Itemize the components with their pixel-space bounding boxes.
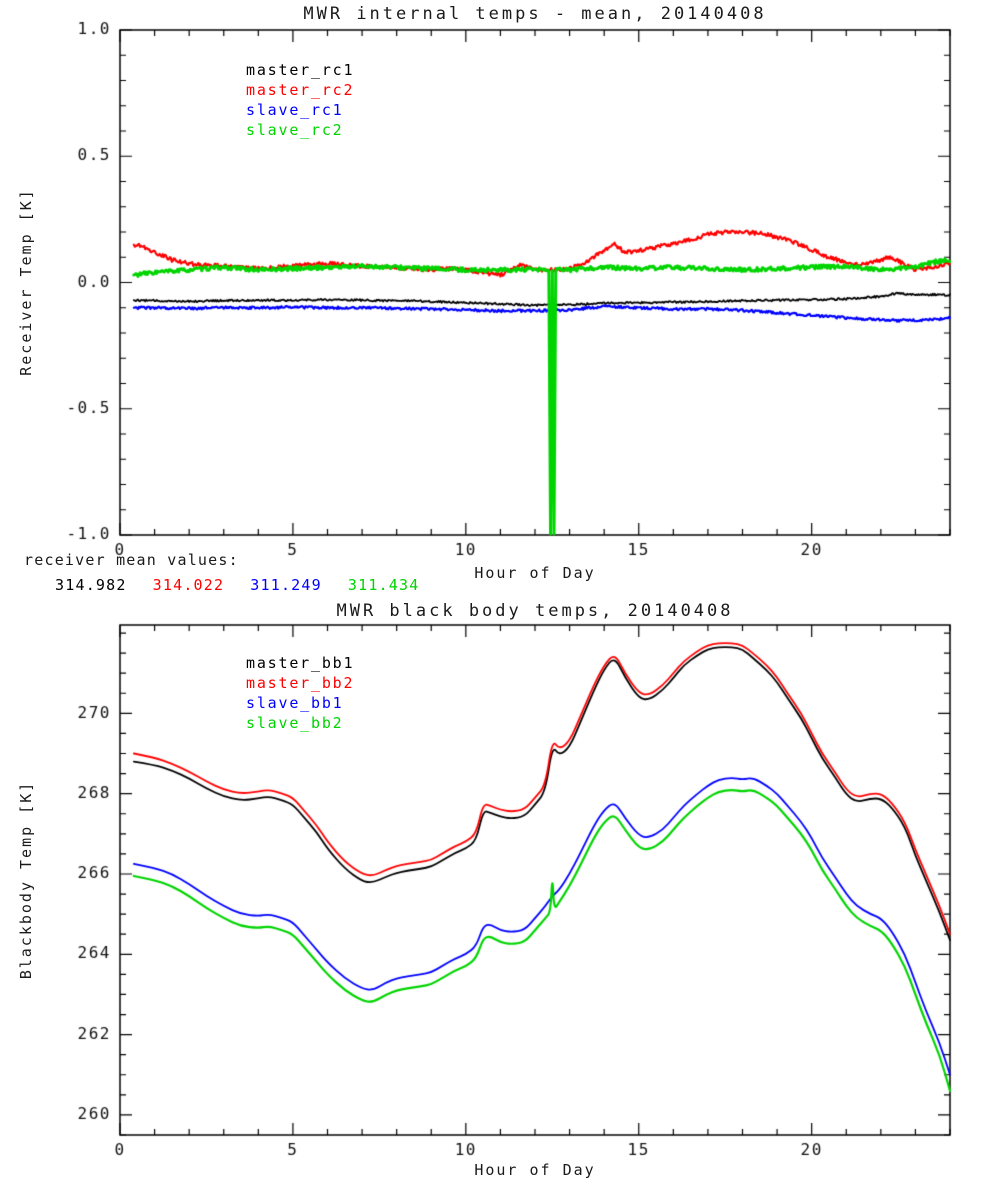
top-plot-ylabel: Receiver Temp [K] <box>17 188 35 376</box>
mean-value: 314.022 <box>152 576 225 594</box>
legend-item: master_rc1 <box>246 61 355 79</box>
receiver-mean-values-row: 314.982 314.022 311.249 311.434 <box>55 576 446 594</box>
legend-item: slave_rc1 <box>246 101 344 119</box>
legend-item: slave_bb1 <box>246 694 344 712</box>
top-plot-legend: master_rc1 master_rc2 slave_rc1 slave_rc2 <box>246 60 354 140</box>
mean-value: 314.982 <box>55 576 127 594</box>
legend-item: slave_bb2 <box>246 714 344 732</box>
receiver-mean-values-label: receiver mean values: <box>24 551 239 569</box>
bottom-plot-legend: master_bb1 master_bb2 slave_bb1 slave_bb2 <box>246 653 354 733</box>
top-plot-title: MWR internal temps - mean, 20140408 <box>303 4 767 24</box>
mean-value: 311.434 <box>347 576 420 594</box>
legend-item: master_bb1 <box>246 654 355 672</box>
mean-value: 311.249 <box>250 576 322 594</box>
legend-item: slave_rc2 <box>246 121 344 139</box>
bottom-plot-title: MWR black body temps, 20140408 <box>336 601 734 621</box>
legend-item: master_rc2 <box>246 81 355 99</box>
bottom-plot-ylabel: Blackbody Temp [K] <box>17 780 35 980</box>
bottom-plot-xlabel: Hour of Day <box>474 1161 596 1179</box>
top-plot-xlabel: Hour of Day <box>474 564 596 582</box>
legend-item: master_bb2 <box>246 674 355 692</box>
